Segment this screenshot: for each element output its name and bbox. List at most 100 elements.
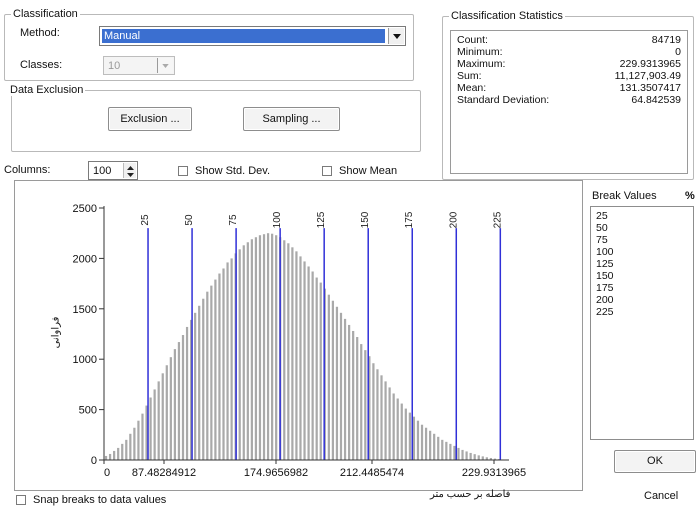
histogram-bar: [246, 242, 249, 460]
stat-label: Sum:: [457, 70, 482, 82]
histogram-bar: [254, 237, 258, 460]
histogram-bar: [493, 458, 497, 460]
histogram-bar: [153, 389, 156, 460]
y-tick-label: 1000: [73, 354, 97, 366]
histogram-bar: [457, 447, 460, 460]
histogram-bar: [307, 266, 310, 460]
statistics-group-title: Classification Statistics: [449, 10, 565, 22]
stat-row-count: Count: 84719: [457, 34, 681, 46]
histogram-bar: [181, 335, 185, 460]
y-ticks: 0 500 1000 1500 2000 2500: [73, 203, 104, 467]
show-std-dev-checkbox[interactable]: [178, 166, 188, 176]
snap-breaks-checkbox[interactable]: [16, 495, 26, 505]
histogram-bar: [117, 447, 120, 460]
break-value-item[interactable]: 200: [596, 294, 614, 306]
break-value-item[interactable]: 125: [596, 258, 614, 270]
histogram-bar: [141, 413, 144, 460]
histogram-bar: [343, 318, 347, 460]
snap-breaks-label: Snap breaks to data values: [33, 494, 167, 506]
stat-row-maximum: Maximum: 229.9313965: [457, 58, 681, 70]
exclusion-button[interactable]: Exclusion ...: [108, 107, 192, 131]
break-value-item[interactable]: 50: [596, 222, 608, 234]
histogram-bar: [242, 245, 245, 460]
histogram-bar: [121, 443, 124, 460]
chevron-down-icon[interactable]: [388, 28, 404, 44]
histogram-bar: [145, 405, 148, 460]
histogram-bar: [295, 251, 298, 460]
show-std-dev-label: Show Std. Dev.: [195, 165, 270, 177]
stat-value: 64.842539: [631, 94, 681, 106]
histogram-bar: [149, 397, 152, 460]
break-value-item[interactable]: 150: [596, 270, 614, 282]
break-value-item[interactable]: 175: [596, 282, 614, 294]
histogram-bar: [291, 247, 294, 460]
classification-group: Classification: [4, 8, 414, 81]
histogram-bar: [189, 319, 193, 460]
break-values-list[interactable]: 25 50 75 100 125 150 175 200 225: [590, 206, 694, 440]
break-label: 150: [360, 211, 371, 228]
break-values-header: Break Values: [592, 190, 657, 202]
sampling-button-label: Sampling ...: [262, 113, 321, 125]
histogram-bar: [198, 305, 201, 460]
histogram-bar: [489, 457, 493, 460]
histogram-bar: [481, 456, 484, 460]
histogram-bar: [404, 408, 407, 460]
break-value-item[interactable]: 100: [596, 246, 614, 258]
histogram-bar: [388, 387, 391, 460]
break-label: 100: [272, 211, 283, 228]
histogram-bar: [347, 324, 351, 460]
histogram-bar: [477, 455, 480, 460]
histogram-bar: [222, 268, 225, 460]
columns-spinner[interactable]: 100: [88, 161, 138, 180]
break-label: 225: [492, 211, 503, 228]
x-tick-label: 87.48284912: [132, 467, 196, 479]
break-label: 75: [228, 214, 239, 226]
stat-row-mean: Mean: 131.3507417: [457, 82, 681, 94]
histogram-bar: [473, 454, 476, 460]
histogram-bar: [392, 393, 395, 460]
histogram-bar: [266, 233, 270, 460]
histogram-bar: [125, 439, 128, 460]
chart-axes: [103, 206, 509, 461]
method-select[interactable]: Manual: [99, 26, 406, 46]
histogram-bar: [173, 349, 177, 460]
ok-button-label: OK: [647, 455, 663, 467]
stat-label: Mean:: [457, 82, 487, 94]
ok-button[interactable]: OK: [614, 450, 696, 473]
histogram-bar: [165, 365, 168, 460]
histogram-bar: [108, 453, 112, 460]
stat-row-std-dev: Standard Deviation: 64.842539: [457, 94, 681, 106]
histogram-bar: [364, 350, 367, 460]
histogram-bar: [396, 398, 399, 460]
sampling-button[interactable]: Sampling ...: [243, 107, 340, 131]
stat-label: Minimum:: [457, 46, 503, 58]
break-value-item[interactable]: 75: [596, 234, 608, 246]
method-label: Method:: [20, 27, 60, 39]
stat-row-minimum: Minimum: 0: [457, 46, 681, 58]
show-mean-checkbox[interactable]: [322, 166, 332, 176]
classes-select[interactable]: 10: [103, 56, 175, 75]
break-label: 50: [184, 214, 195, 226]
spinner-arrows-icon[interactable]: [123, 163, 136, 178]
histogram-bar: [360, 344, 363, 460]
percent-header: %: [685, 190, 695, 202]
histogram-bar: [380, 375, 383, 460]
histogram-bar: [169, 357, 172, 460]
classes-label: Classes:: [20, 59, 63, 71]
histogram-bar: [339, 312, 343, 460]
y-tick-label: 1500: [73, 304, 97, 316]
histogram-bar: [194, 312, 197, 460]
break-value-item[interactable]: 25: [596, 210, 608, 222]
break-value-item[interactable]: 225: [596, 306, 614, 318]
histogram-bar: [319, 282, 322, 460]
histogram-bar: [230, 258, 233, 460]
histogram-chart[interactable]: 25 50 75 100 125 150 175 200 225 0 500 1000 1500 200…: [14, 180, 584, 492]
cancel-button[interactable]: Cancel: [644, 490, 679, 502]
x-tick-label: 229.9313965: [462, 467, 526, 479]
histogram-bar: [303, 261, 306, 460]
histogram-bar: [384, 381, 387, 460]
stat-value: 229.9313965: [619, 58, 681, 70]
chart-frame: [14, 180, 583, 491]
x-tick-label: 174.9656982: [244, 467, 308, 479]
histogram-bar: [315, 277, 318, 460]
